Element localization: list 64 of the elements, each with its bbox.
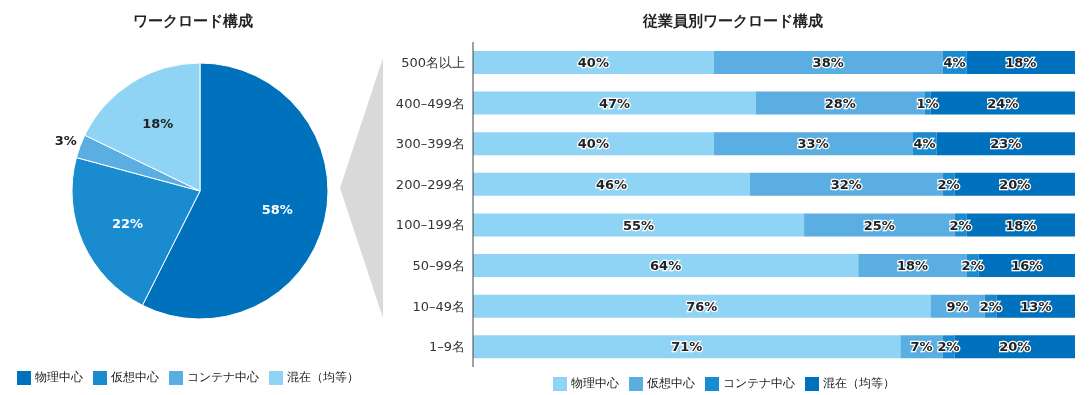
data-label: 71%: [671, 339, 703, 355]
data-label: 23%: [990, 136, 1022, 152]
data-label: 7%: [910, 339, 933, 355]
data-label: 22%: [111, 215, 144, 231]
data-label: 1%: [916, 95, 939, 111]
bar: [473, 294, 931, 318]
data-label: 4%: [913, 136, 936, 152]
data-label: 9%: [946, 298, 969, 314]
data-label: 24%: [987, 95, 1019, 111]
data-label: 33%: [797, 136, 829, 152]
data-label: 38%: [812, 55, 844, 71]
chart-title: 従業員別ワークロード構成: [642, 12, 824, 32]
y-tick-label: 100–199名: [395, 217, 465, 233]
data-label: 47%: [598, 95, 631, 111]
data-label: 20%: [999, 176, 1031, 192]
data-label: 40%: [577, 136, 609, 152]
data-label: 76%: [686, 298, 718, 314]
bar: [473, 172, 750, 196]
legend-label: 物理中心: [35, 370, 83, 384]
y-tick-label: 50–99名: [412, 258, 465, 274]
data-label: 20%: [999, 339, 1031, 355]
data-label: 18%: [896, 258, 929, 274]
bar: [473, 254, 859, 278]
data-label: 2%: [949, 217, 972, 233]
legend-label: 仮想中心: [647, 376, 695, 390]
y-tick-label: 200–299名: [395, 176, 465, 192]
data-label: 13%: [1020, 298, 1052, 314]
bar: [473, 91, 756, 115]
legend-label: 仮想中心: [111, 370, 159, 384]
data-label: 64%: [650, 258, 682, 274]
data-label: 16%: [1011, 258, 1043, 274]
data-label: 40%: [577, 55, 609, 71]
data-label: 3%: [54, 133, 77, 149]
data-label: 18%: [142, 116, 174, 132]
y-tick-label: 10–49名: [412, 298, 465, 314]
chart-title: ワークロード構成: [132, 12, 254, 32]
data-label: 58%: [261, 201, 293, 217]
legend-label: 混在（均等）: [823, 376, 895, 390]
data-label: 32%: [830, 176, 862, 192]
legend-label: コンテナ中心: [187, 370, 259, 384]
bar: [713, 132, 913, 156]
data-label: 28%: [824, 95, 856, 111]
data-label: 2%: [937, 176, 960, 192]
legend-label: 物理中心: [571, 376, 619, 390]
data-label: 18%: [1005, 55, 1037, 71]
y-tick-label: 400–499名: [395, 95, 465, 111]
bar: [473, 50, 714, 74]
data-label: 2%: [979, 298, 1002, 314]
data-label: 55%: [622, 217, 655, 233]
data-label: 2%: [937, 339, 960, 355]
y-tick-label: 300–399名: [395, 136, 465, 152]
bar: [473, 213, 805, 237]
bar: [473, 132, 714, 156]
data-label: 4%: [943, 55, 966, 71]
data-label: 25%: [863, 217, 895, 233]
y-tick-label: 500名以上: [401, 54, 465, 70]
legend-label: コンテナ中心: [723, 376, 795, 390]
y-tick-label: 1–9名: [428, 339, 465, 355]
legend-label: 混在（均等）: [287, 370, 359, 384]
data-label: 2%: [961, 258, 984, 274]
data-label: 18%: [1005, 217, 1037, 233]
data-label: 46%: [595, 176, 628, 192]
bar: [473, 335, 901, 359]
bar: [713, 50, 943, 74]
